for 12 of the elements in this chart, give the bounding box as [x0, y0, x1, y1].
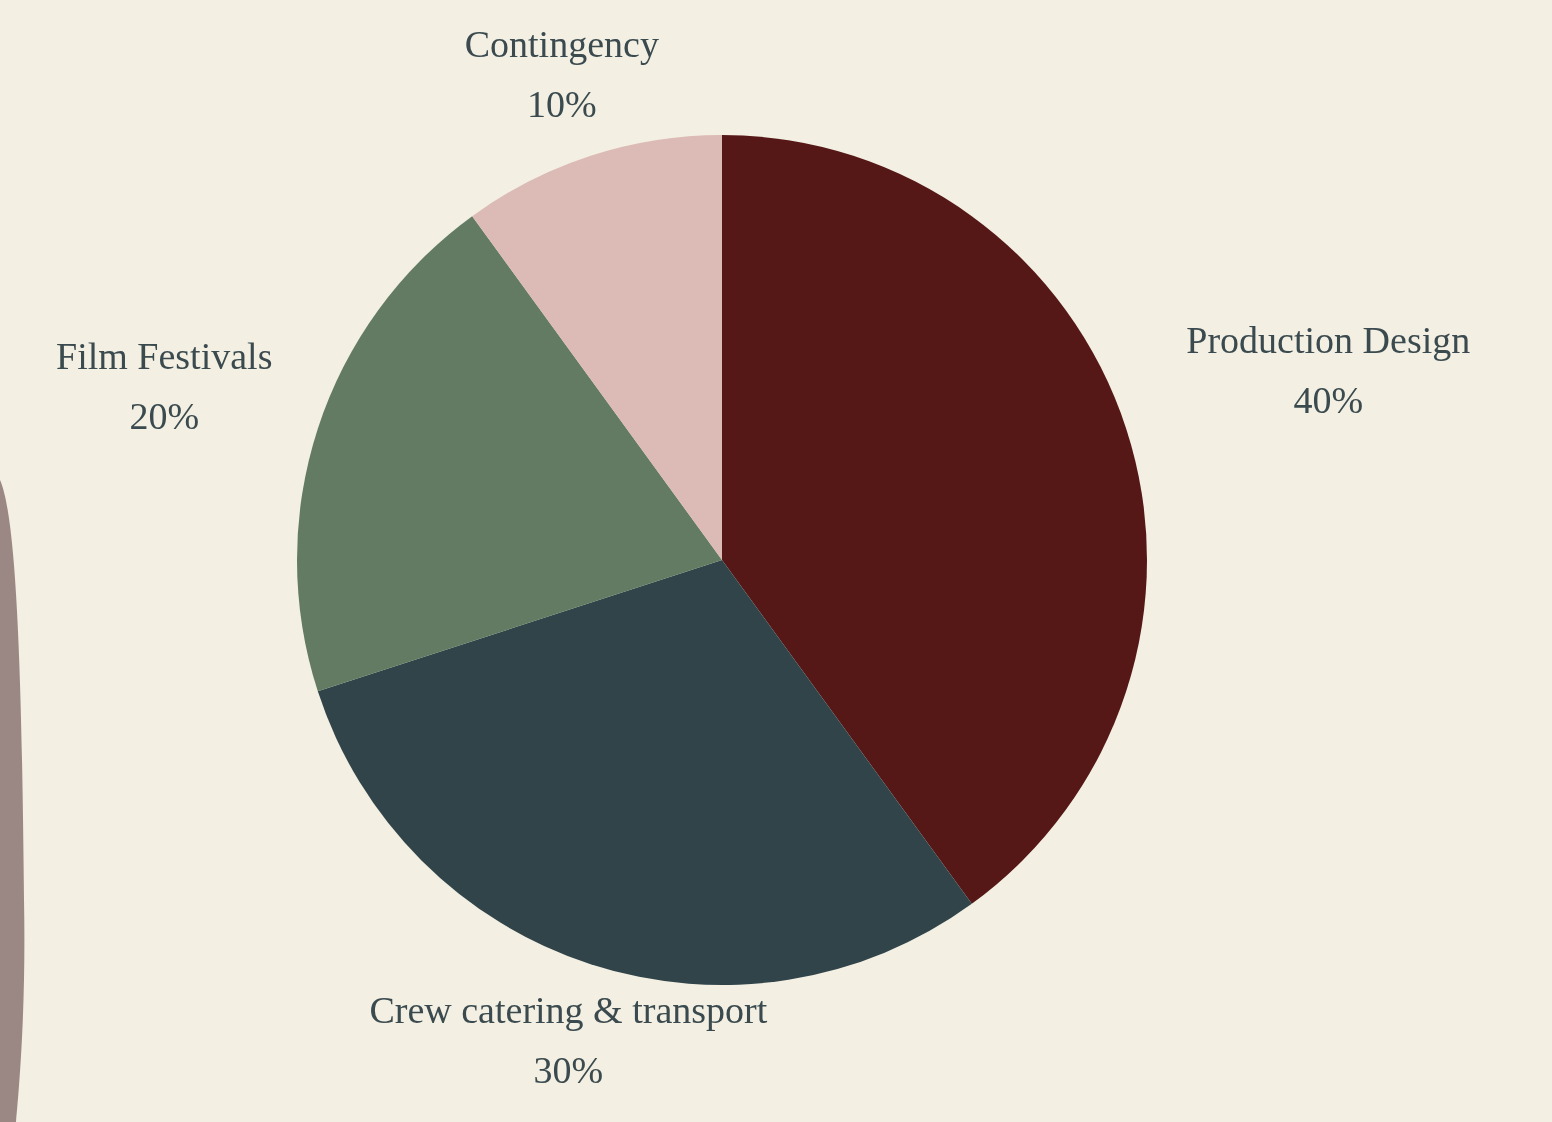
data-label: 10%	[526, 82, 597, 125]
pie-slice	[297, 216, 722, 692]
slice-label: Contingency	[464, 22, 659, 65]
slice-label: Crew catering & transport	[369, 988, 768, 1031]
data-label: 30%	[533, 1048, 604, 1091]
pie-slice	[472, 135, 722, 560]
data-label: 40%	[1293, 379, 1364, 421]
data-label: 20%	[129, 394, 200, 437]
slice-label: Production Design	[1186, 319, 1471, 361]
pie-slice	[722, 135, 1147, 904]
slice-label: Film Festivals	[55, 334, 273, 377]
pie-slice	[317, 560, 972, 985]
